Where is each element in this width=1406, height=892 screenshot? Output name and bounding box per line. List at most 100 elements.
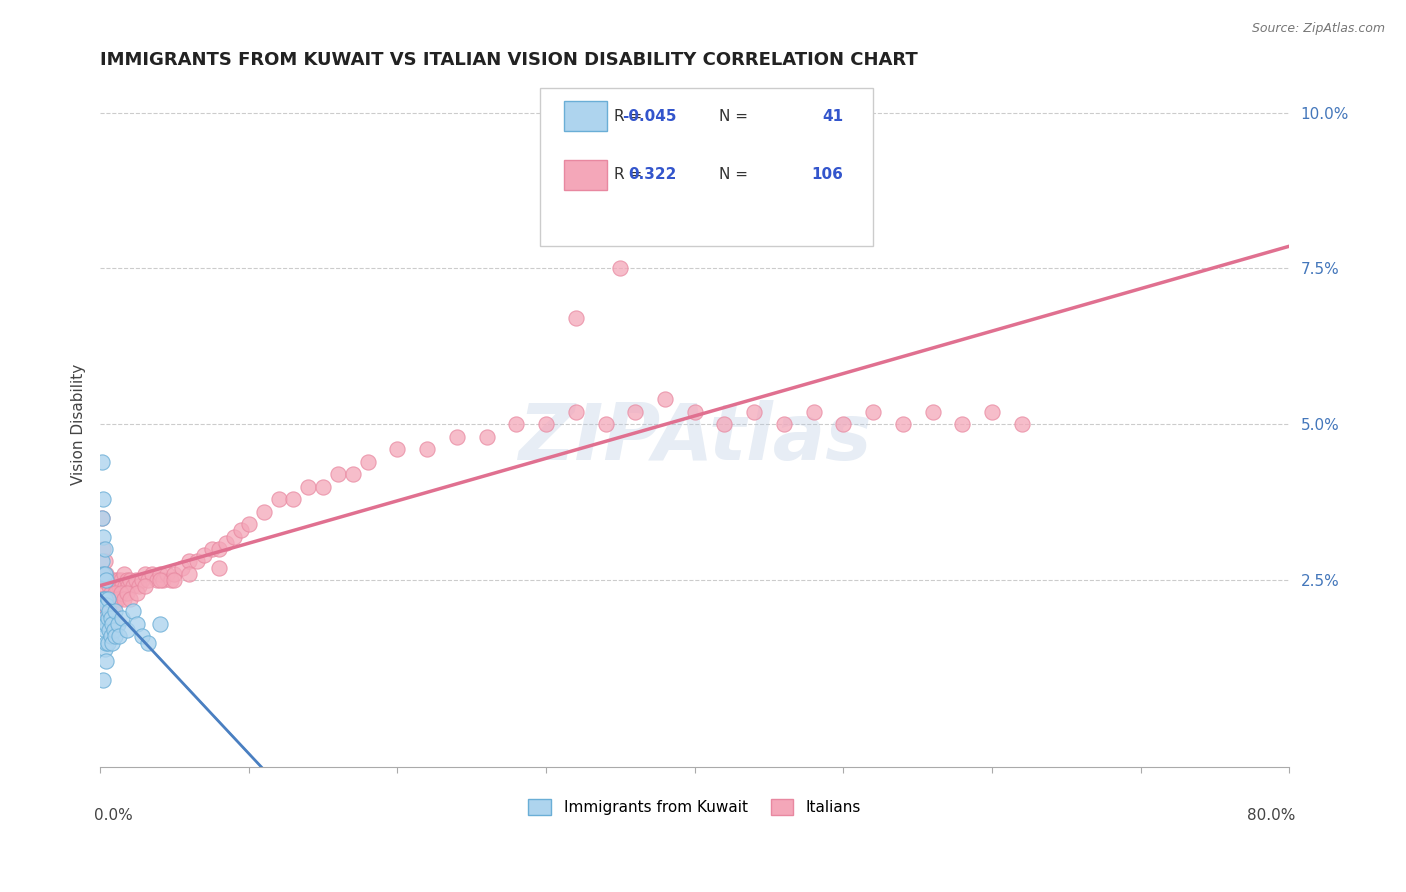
Point [94,604,117,618]
Point [91,530,114,544]
Text: N =: N = [718,109,748,124]
Point [93,610,115,624]
Point [921,405,943,419]
Point [91,616,114,631]
Point [94,573,117,587]
Point [179,566,201,581]
FancyBboxPatch shape [540,88,873,246]
Point [103,598,125,612]
Point [110,585,132,599]
Legend: Immigrants from Kuwait, Italians: Immigrants from Kuwait, Italians [523,793,868,822]
Point [125,573,148,587]
Point [832,417,855,432]
Point [654,392,676,407]
Point [1011,417,1033,432]
Point [118,573,141,587]
Point [312,480,335,494]
Point [111,610,134,624]
Point [283,492,305,507]
Point [101,635,124,649]
Point [93,591,115,606]
Point [595,417,617,432]
Point [267,492,290,507]
Text: Source: ZipAtlas.com: Source: ZipAtlas.com [1251,22,1385,36]
Point [101,591,124,606]
Point [179,554,201,568]
Point [103,623,125,637]
Point [104,573,127,587]
Point [97,591,120,606]
Point [94,635,117,649]
Point [97,616,120,631]
Point [121,604,143,618]
Point [713,417,735,432]
Point [97,573,120,587]
Point [297,480,319,494]
Point [104,585,127,599]
Point [93,604,115,618]
Point [90,554,112,568]
Point [127,585,149,599]
Point [149,616,172,631]
Point [97,635,120,649]
Point [231,524,253,538]
Point [121,579,143,593]
Point [803,405,825,419]
Point [90,511,112,525]
Point [534,417,557,432]
Point [101,591,124,606]
Point [98,623,121,637]
Text: 80.0%: 80.0% [1247,808,1295,823]
Point [90,455,112,469]
Point [326,467,349,482]
Point [170,560,193,574]
Point [107,616,129,631]
FancyBboxPatch shape [564,160,607,190]
Point [163,566,186,581]
Point [163,573,186,587]
Point [683,405,706,419]
Point [134,579,156,593]
Point [98,598,121,612]
Point [149,566,172,581]
Point [111,579,134,593]
Point [208,560,231,574]
Point [91,566,114,581]
Point [91,591,114,606]
Point [475,430,498,444]
Point [94,591,117,606]
Point [862,405,884,419]
Point [97,610,120,624]
Point [222,530,245,544]
Point [342,467,364,482]
Point [446,430,468,444]
Point [115,573,138,587]
Point [94,610,117,624]
Point [773,417,796,432]
Point [108,629,131,643]
Point [134,566,156,581]
Point [100,604,122,618]
Point [565,405,588,419]
Point [93,566,115,581]
Point [91,591,114,606]
Point [186,554,208,568]
Point [94,616,117,631]
Point [100,585,122,599]
Point [91,591,114,606]
Point [94,654,117,668]
Point [100,604,122,618]
Point [115,585,138,599]
Point [100,629,122,643]
Point [98,598,121,612]
Point [950,417,973,432]
Point [93,623,115,637]
Point [94,566,117,581]
Point [107,573,129,587]
Text: 0.0%: 0.0% [94,808,134,823]
Point [131,573,153,587]
Point [131,629,153,643]
Text: R =: R = [614,109,643,124]
Point [565,311,588,326]
Point [238,517,260,532]
